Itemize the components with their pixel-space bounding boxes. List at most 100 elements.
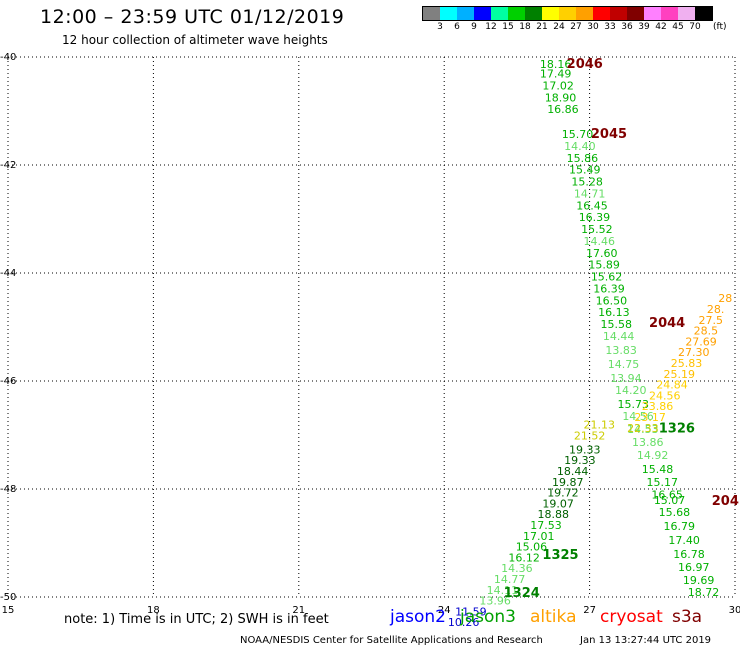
satellite-legend-jason3: jason3 (460, 607, 516, 627)
footer-timestamp: Jan 13 13:27:44 UTC 2019 (580, 635, 712, 646)
wave-height-point: 15.73 (617, 398, 649, 411)
color-scale-swatch (440, 7, 457, 20)
wave-height-point: 18.90 (545, 91, 577, 104)
wave-height-point: 27.5 (699, 314, 724, 327)
color-scale-label: 9 (471, 22, 477, 32)
color-scale-label: 21 (536, 22, 548, 32)
wave-height-point: 17.01 (523, 530, 555, 543)
wave-height-point: 15.62 (591, 271, 623, 284)
wave-height-point: 14.36 (501, 562, 533, 575)
wave-height-point: 15.06 (516, 541, 548, 554)
color-scale-labels: 3 6 9 12 15 18 21 24 27 30 33 36 39 42 45 70 (ft) (422, 22, 740, 36)
satellite-legend-cryosat: cryosat (600, 607, 663, 627)
color-scale-label: 18 (519, 22, 531, 32)
wave-height-point: 15.07 (654, 494, 686, 507)
color-scale-swatch (457, 7, 474, 20)
wave-height-point: 13.94 (610, 372, 642, 385)
color-scale-label: 70 (689, 22, 701, 32)
wave-height-point: 28.5 (694, 325, 719, 338)
wave-height-point: 15.52 (581, 223, 613, 236)
color-scale-label: 24 (553, 22, 565, 32)
y-tick-label: -46 (0, 376, 16, 387)
wave-height-point: 27.30 (678, 346, 710, 359)
wave-height-point: 14.71 (574, 187, 606, 200)
wave-height-point: 14.56 (622, 410, 654, 423)
wave-height-point: 19.07 (542, 497, 574, 510)
pass-time-label: 2045 (591, 127, 627, 142)
wave-height-point: 19.87 (552, 476, 584, 489)
wave-height-point: 27.69 (685, 335, 717, 348)
wave-height-point: 17.53 (530, 519, 562, 532)
wave-height-point: 15.68 (659, 506, 691, 519)
chart-title: 12:00 – 23:59 UTC 01/12/2019 (40, 6, 345, 28)
color-scale-label: 6 (454, 22, 460, 32)
color-scale-label: 30 (587, 22, 599, 32)
color-scale-label: 33 (604, 22, 616, 32)
wave-height-point: 15.28 (571, 176, 603, 189)
wave-height-point: 16.86 (547, 103, 579, 116)
wave-height-point: 21.52 (574, 429, 606, 442)
y-tick-label: -50 (0, 592, 16, 603)
wave-height-point: 16.50 (596, 294, 628, 307)
satellite-legend-jason2: jason2 (390, 607, 446, 627)
pass-time-label: 1325 (542, 548, 578, 563)
wave-height-point: 16.39 (593, 282, 625, 295)
color-scale-swatch (644, 7, 661, 20)
satellite-legend-s3a: s3a (672, 607, 703, 627)
wave-height-point: 13.96 (479, 595, 511, 608)
wave-height-point: 15.58 (601, 318, 633, 331)
wave-height-point: 15.17 (647, 476, 679, 489)
wave-height-point: 16.79 (664, 520, 696, 533)
footer-credit: NOAA/NESDIS Center for Satellite Applica… (240, 635, 543, 646)
wave-height-point: 14.11 (487, 584, 519, 597)
color-scale-swatch (508, 7, 525, 20)
wave-height-point: 19.69 (683, 574, 715, 587)
wave-height-point: 18.72 (688, 586, 720, 599)
wave-height-point: 14.77 (494, 573, 526, 586)
x-tick-label: 30 (729, 605, 740, 616)
color-scale-swatch (491, 7, 508, 20)
x-tick-label: 18 (147, 605, 160, 616)
color-scale-swatch (559, 7, 576, 20)
wave-height-point: 24.56 (649, 389, 681, 402)
wave-height-point: 16.12 (508, 551, 540, 564)
color-scale-swatch (627, 7, 644, 20)
pass-time-label: 2046 (567, 57, 603, 72)
color-scale-label: 27 (570, 22, 582, 32)
wave-height-point: 14.40 (564, 140, 596, 153)
wave-height-point: 15.89 (588, 259, 620, 272)
color-scale-swatch (593, 7, 610, 20)
wave-height-point: 18.88 (538, 508, 570, 521)
chart-subtitle: 12 hour collection of altimeter wave hei… (62, 33, 328, 47)
color-scale-swatch (525, 7, 542, 20)
wave-height-point: 25.83 (671, 357, 703, 370)
wave-height-point: 13.83 (605, 344, 637, 357)
pass-time-label: 1326 (659, 421, 695, 436)
wave-height-point: 13.86 (632, 436, 664, 449)
color-scale-label: 42 (655, 22, 667, 32)
wave-height-point: 16.97 (678, 561, 710, 574)
pass-time-label: 204 (712, 494, 739, 509)
note-text: note: 1) Time is in UTC; 2) SWH is in fe… (64, 612, 329, 627)
wave-height-point: 10.26 (448, 616, 480, 629)
wave-height-point: 16.45 (576, 199, 608, 212)
y-tick-label: -40 (0, 52, 16, 63)
color-scale-swatch (423, 7, 440, 20)
wave-height-point: 18.16 (540, 58, 572, 71)
wave-height-point: 17.02 (542, 79, 574, 92)
wave-height-point: 14.20 (615, 384, 647, 397)
x-tick-label: 15 (2, 605, 15, 616)
color-scale-unit: (ft) (713, 22, 727, 32)
y-tick-label: -44 (0, 268, 16, 279)
color-scale-label: 15 (502, 22, 514, 32)
satellite-legend-altika: altika (530, 607, 577, 627)
wave-height-point: 15.48 (642, 463, 674, 476)
y-tick-label: -48 (0, 484, 16, 495)
wave-height-point: 14.92 (637, 449, 669, 462)
wave-height-point: 23.86 (642, 400, 674, 413)
wave-height-point: 15.86 (567, 152, 599, 165)
color-scale-swatch (576, 7, 593, 20)
x-tick-label: 24 (438, 605, 451, 616)
color-scale-label: 36 (621, 22, 633, 32)
